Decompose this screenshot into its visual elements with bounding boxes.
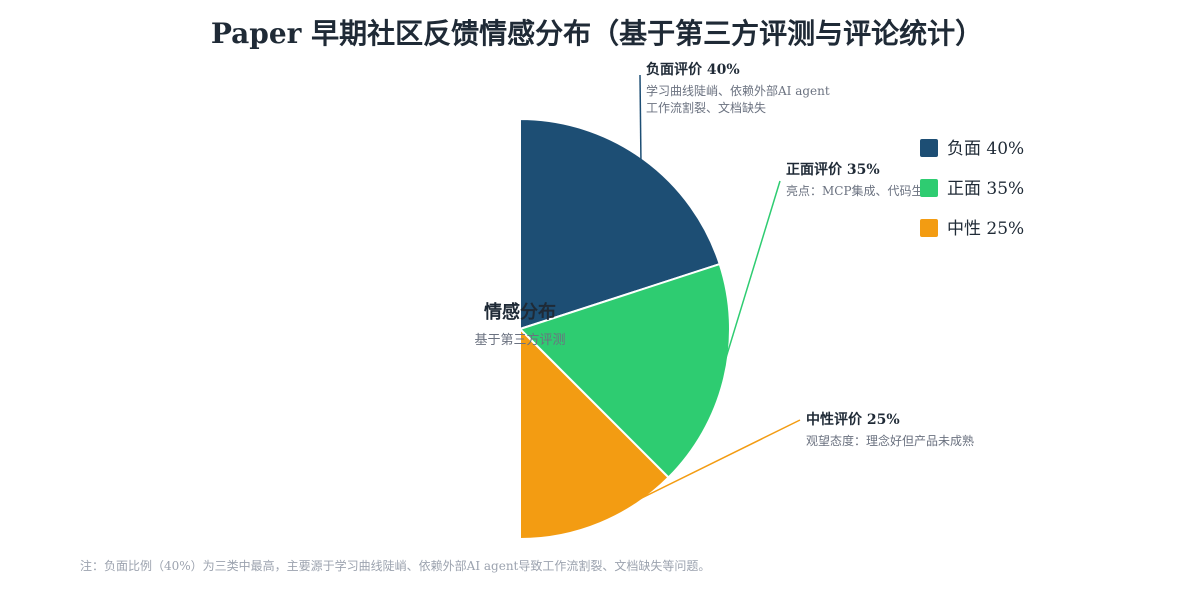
chart-title: Paper 早期社区反馈情感分布（基于第三方评测与评论统计）	[211, 17, 983, 50]
callout-title-0: 负面评价 40%	[646, 61, 740, 78]
callout-desc-1-0: 亮点：MCP集成、代码生成	[786, 183, 936, 198]
callout-desc-0-0: 学习曲线陡峭、依赖外部AI agent	[646, 83, 830, 98]
footnote: 注：负面比例（40%）为三类中最高，主要源于学习曲线陡峭、依赖外部AI agen…	[80, 558, 710, 573]
callout-leader-2	[598, 419, 801, 520]
legend: 负面 40% 正面 35% 中性 25%	[920, 139, 1024, 239]
legend-label-0: 负面 40%	[947, 139, 1024, 159]
legend-swatch-2	[920, 219, 938, 237]
callout-desc-2-0: 观望态度：理念好但产品未成熟	[806, 433, 974, 448]
pie-slice-2	[519, 326, 670, 541]
legend-label-1: 正面 35%	[947, 179, 1024, 199]
pie-slice-1	[518, 262, 731, 479]
legend-swatch-0	[920, 139, 938, 157]
pie-slice-0	[519, 117, 721, 331]
center-label-subtitle: 基于第三方评测	[474, 332, 565, 348]
center-label-title: 情感分布	[484, 301, 556, 323]
callout-title-1: 正面评价 35%	[786, 162, 880, 178]
legend-label-2: 中性 25%	[947, 219, 1024, 239]
callout-leader-0	[639, 74, 642, 163]
callouts-layer: 负面评价 40% 学习曲线陡峭、依赖外部AI agent 工作流割裂、文档缺失正面评…	[598, 61, 974, 520]
callout-leader-1	[719, 180, 781, 378]
callout-title-2: 中性评价 25%	[806, 411, 900, 428]
slices-layer	[518, 117, 731, 541]
callout-desc-0-1: 工作流割裂、文档缺失	[646, 100, 766, 115]
legend-swatch-1	[920, 179, 938, 197]
